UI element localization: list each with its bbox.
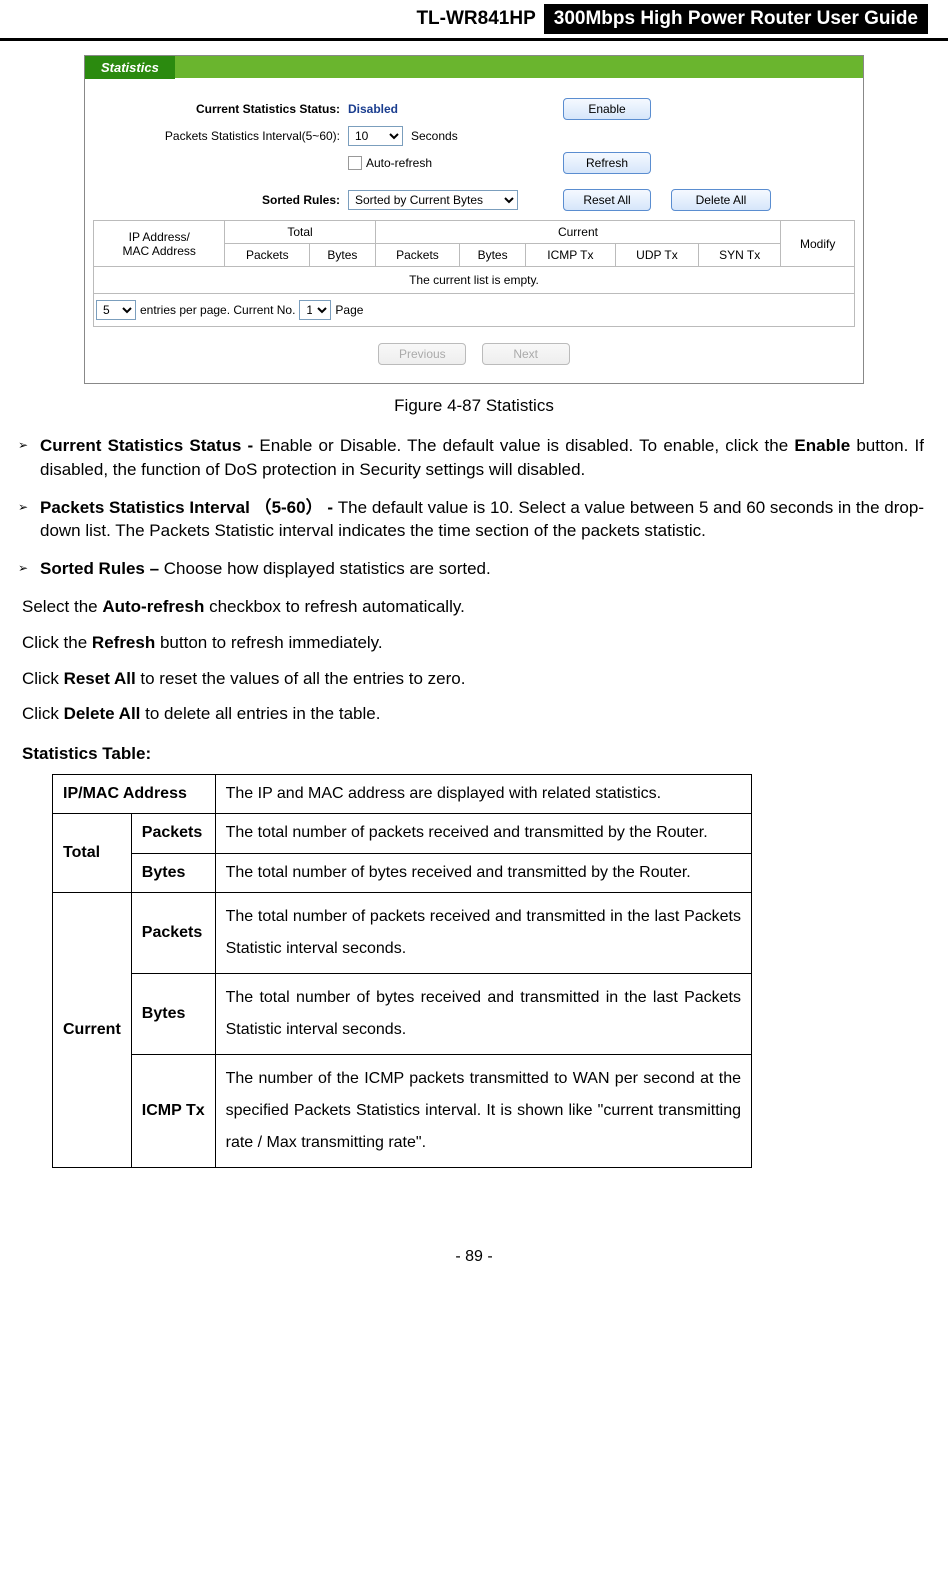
col-packets-current: Packets xyxy=(375,244,460,267)
sorted-select[interactable]: Sorted by Current Bytes xyxy=(348,190,518,210)
panel-title: Statistics xyxy=(85,56,175,79)
col-syn: SYN Tx xyxy=(698,244,780,267)
def-total-head: Total xyxy=(53,814,132,893)
enable-button[interactable]: Enable xyxy=(563,98,651,120)
stats-table-heading: Statistics Table: xyxy=(22,742,924,766)
def-ipmac-head: IP/MAC Address xyxy=(53,774,216,813)
screenshot-figure: Statistics Current Statistics Status: Di… xyxy=(40,55,908,416)
para-reset-all: Click Reset All to reset the values of a… xyxy=(22,667,924,691)
page-number: - 89 - xyxy=(0,1248,948,1286)
definition-table: IP/MAC Address The IP and MAC address ar… xyxy=(52,774,752,1168)
status-value: Disabled xyxy=(348,102,398,116)
previous-button[interactable]: Previous xyxy=(378,343,466,365)
sorted-label: Sorted Rules: xyxy=(93,193,348,207)
col-bytes-current: Bytes xyxy=(460,244,525,267)
router-ui-screenshot: Statistics Current Statistics Status: Di… xyxy=(84,55,864,384)
pager-row: 5 entries per page. Current No. 1 Page xyxy=(93,294,855,327)
def-icmp-head: ICMP Tx xyxy=(131,1055,215,1168)
def-icmp-desc: The number of the ICMP packets transmitt… xyxy=(215,1055,751,1168)
refresh-button[interactable]: Refresh xyxy=(563,152,651,174)
def-total-packets-desc: The total number of packets received and… xyxy=(215,814,751,853)
next-button[interactable]: Next xyxy=(482,343,570,365)
def-current-packets-head: Packets xyxy=(131,893,215,974)
def-current-bytes-head: Bytes xyxy=(131,974,215,1055)
def-current-head: Current xyxy=(53,893,132,1168)
def-total-bytes-head: Bytes xyxy=(131,853,215,892)
status-label: Current Statistics Status: xyxy=(93,102,348,116)
doc-title: 300Mbps High Power Router User Guide xyxy=(544,4,928,34)
col-current: Current xyxy=(375,221,781,244)
doc-header: TL-WR841HP300Mbps High Power Router User… xyxy=(0,0,948,41)
auto-refresh-checkbox[interactable]: Auto-refresh xyxy=(348,156,432,170)
delete-all-button[interactable]: Delete All xyxy=(671,189,771,211)
figure-caption: Figure 4-87 Statistics xyxy=(40,396,908,416)
para-auto-refresh: Select the Auto-refresh checkbox to refr… xyxy=(22,595,924,619)
seconds-label: Seconds xyxy=(411,129,458,143)
model-number: TL-WR841HP xyxy=(416,8,543,29)
bullet-status: Current Statistics Status - Enable or Di… xyxy=(40,434,924,482)
col-bytes-total: Bytes xyxy=(310,244,375,267)
bullet-sorted: Sorted Rules – Choose how displayed stat… xyxy=(40,557,924,581)
reset-all-button[interactable]: Reset All xyxy=(563,189,651,211)
col-total: Total xyxy=(225,221,375,244)
empty-message: The current list is empty. xyxy=(94,267,855,294)
def-total-packets-head: Packets xyxy=(131,814,215,853)
stats-data-table: IP Address/ MAC Address Total Current Mo… xyxy=(93,220,855,294)
def-current-packets-desc: The total number of packets received and… xyxy=(215,893,751,974)
col-packets-total: Packets xyxy=(225,244,310,267)
entries-text: entries per page. Current No. xyxy=(140,303,295,317)
doc-content: Current Statistics Status - Enable or Di… xyxy=(0,434,948,1168)
def-ipmac-desc: The IP and MAC address are displayed wit… xyxy=(215,774,751,813)
page-select[interactable]: 1 xyxy=(299,300,331,320)
interval-label: Packets Statistics Interval(5~60): xyxy=(93,129,348,143)
para-delete-all: Click Delete All to delete all entries i… xyxy=(22,702,924,726)
entries-per-page-select[interactable]: 5 xyxy=(96,300,136,320)
para-refresh: Click the Refresh button to refresh imme… xyxy=(22,631,924,655)
col-ipmac: IP Address/ MAC Address xyxy=(94,221,225,267)
page-label: Page xyxy=(335,303,363,317)
col-udp: UDP Tx xyxy=(615,244,698,267)
col-modify: Modify xyxy=(781,221,855,267)
checkbox-icon xyxy=(348,156,362,170)
def-total-bytes-desc: The total number of bytes received and t… xyxy=(215,853,751,892)
panel-header: Statistics xyxy=(85,56,863,78)
def-current-bytes-desc: The total number of bytes received and t… xyxy=(215,974,751,1055)
bullet-interval: Packets Statistics Interval （5-60） - The… xyxy=(40,496,924,544)
interval-select[interactable]: 10 xyxy=(348,126,403,146)
col-icmp: ICMP Tx xyxy=(525,244,615,267)
